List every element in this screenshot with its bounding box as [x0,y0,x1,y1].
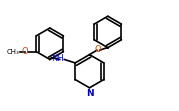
Text: O: O [94,45,101,54]
Text: CH₃: CH₃ [7,49,20,55]
Text: N: N [86,89,93,98]
Text: O: O [22,47,28,56]
Text: NH: NH [51,54,63,63]
